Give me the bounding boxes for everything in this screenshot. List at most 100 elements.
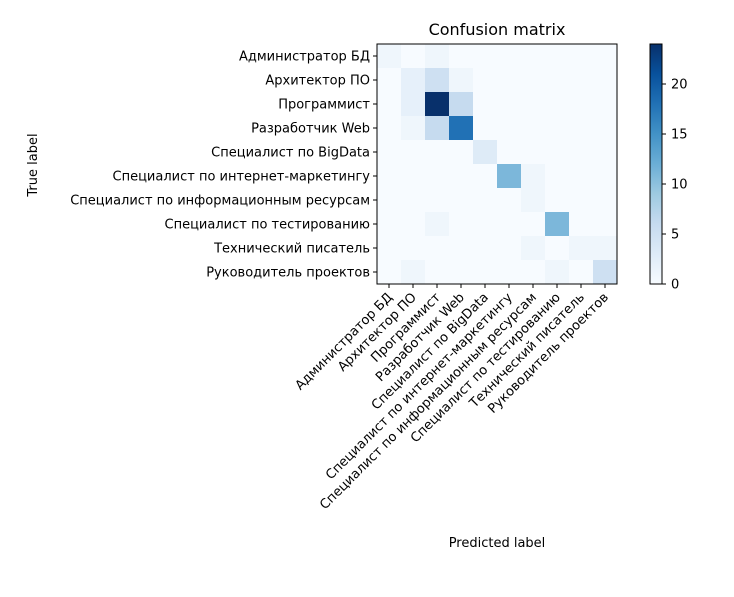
heatmap-cell xyxy=(593,260,618,285)
heatmap-cell xyxy=(425,236,450,261)
heatmap-cell xyxy=(497,164,522,189)
heatmap-cell xyxy=(473,92,498,117)
heatmap-cell xyxy=(521,188,546,213)
heatmap-cell xyxy=(449,212,474,237)
heatmap-cell xyxy=(497,68,522,93)
y-tick-label: Архитектор ПО xyxy=(265,74,370,89)
heatmap-cell xyxy=(593,140,618,165)
colorbar-tick-label: 5 xyxy=(671,228,679,243)
heatmap-cell xyxy=(425,140,450,165)
heatmap-cell xyxy=(401,44,426,69)
y-tick-label: Разработчик Web xyxy=(251,122,370,137)
heatmap-cell xyxy=(425,260,450,285)
heatmap-cell xyxy=(425,212,450,237)
heatmap-cell xyxy=(473,164,498,189)
heatmap-cell xyxy=(377,44,402,69)
heatmap-cell xyxy=(473,140,498,165)
heatmap-cell xyxy=(521,68,546,93)
heatmap-cell xyxy=(401,260,426,285)
heatmap-cell xyxy=(473,116,498,141)
heatmap-cell xyxy=(473,260,498,285)
heatmap-cell xyxy=(569,140,594,165)
heatmap-cell xyxy=(497,44,522,69)
heatmap-cell xyxy=(425,44,450,69)
colorbar-ticks: 0 5 10 15 20 xyxy=(662,78,688,293)
heatmap-cell xyxy=(569,44,594,69)
heatmap-cell xyxy=(593,164,618,189)
heatmap-cell xyxy=(425,68,450,93)
heatmap-cell xyxy=(425,116,450,141)
heatmap-cell xyxy=(521,260,546,285)
heatmap-cell xyxy=(593,212,618,237)
colorbar-tick-label: 10 xyxy=(671,178,688,193)
heatmap-cell xyxy=(497,140,522,165)
heatmap-cell xyxy=(425,92,450,117)
heatmap-cell xyxy=(401,188,426,213)
heatmap-cell xyxy=(521,164,546,189)
heatmap-cell xyxy=(401,236,426,261)
heatmap-cell xyxy=(521,44,546,69)
heatmap-cell xyxy=(401,212,426,237)
heatmap-cell xyxy=(545,92,570,117)
colorbar-tick-label: 0 xyxy=(671,278,679,293)
heatmap-cell xyxy=(377,164,402,189)
y-tick-label: Специалист по интернет-маркетингу xyxy=(113,170,371,185)
heatmap-cell xyxy=(497,188,522,213)
heatmap-cell xyxy=(593,68,618,93)
heatmap-cell xyxy=(521,92,546,117)
x-axis-label: Predicted label xyxy=(449,536,546,551)
heatmap-cell xyxy=(425,164,450,189)
heatmap-cell xyxy=(545,260,570,285)
heatmap-cell xyxy=(569,116,594,141)
heatmap-cell xyxy=(569,164,594,189)
heatmap-cell xyxy=(497,92,522,117)
heatmap-cell xyxy=(473,44,498,69)
heatmap-cell xyxy=(497,260,522,285)
heatmap-cell xyxy=(401,116,426,141)
heatmap-cell xyxy=(449,140,474,165)
heatmap-cell xyxy=(545,116,570,141)
heatmap-cell xyxy=(593,44,618,69)
heatmap-cell xyxy=(521,116,546,141)
y-tick-label: Специалист по тестированию xyxy=(165,218,371,233)
heatmap-cell xyxy=(449,236,474,261)
y-tick-label: Технический писатель xyxy=(213,242,370,257)
heatmap-cell xyxy=(473,212,498,237)
heatmap-cell xyxy=(449,188,474,213)
heatmap-cell xyxy=(545,188,570,213)
y-tick-label: Специалист по BigData xyxy=(211,146,370,161)
heatmap-cell xyxy=(521,140,546,165)
heatmap-cell xyxy=(377,188,402,213)
heatmap-cell xyxy=(401,164,426,189)
heatmap-cells xyxy=(377,44,618,285)
y-axis-ticks: Администратор БД Архитектор ПО Программист… xyxy=(70,50,377,281)
heatmap-cell xyxy=(377,116,402,141)
heatmap-cell xyxy=(497,212,522,237)
colorbar-tick-label: 20 xyxy=(671,78,688,93)
y-tick-label: Специалист по информационным ресурсам xyxy=(70,194,370,209)
heatmap-cell xyxy=(377,68,402,93)
heatmap-cell xyxy=(545,212,570,237)
heatmap-cell xyxy=(401,92,426,117)
heatmap-cell xyxy=(449,44,474,69)
heatmap-cell xyxy=(545,164,570,189)
heatmap-cell xyxy=(473,236,498,261)
heatmap-cell xyxy=(593,236,618,261)
heatmap-cell xyxy=(521,236,546,261)
y-tick-label: Программист xyxy=(278,98,370,113)
heatmap-cell xyxy=(545,44,570,69)
heatmap-cell xyxy=(473,68,498,93)
heatmap-cell xyxy=(377,260,402,285)
heatmap-cell xyxy=(569,68,594,93)
heatmap-cell xyxy=(569,236,594,261)
heatmap-cell xyxy=(569,260,594,285)
heatmap-cell xyxy=(593,92,618,117)
heatmap-cell xyxy=(545,68,570,93)
heatmap-cell xyxy=(521,212,546,237)
heatmap-cell xyxy=(497,116,522,141)
colorbar xyxy=(649,43,663,285)
heatmap-frame xyxy=(376,43,618,285)
heatmap-cell xyxy=(449,260,474,285)
